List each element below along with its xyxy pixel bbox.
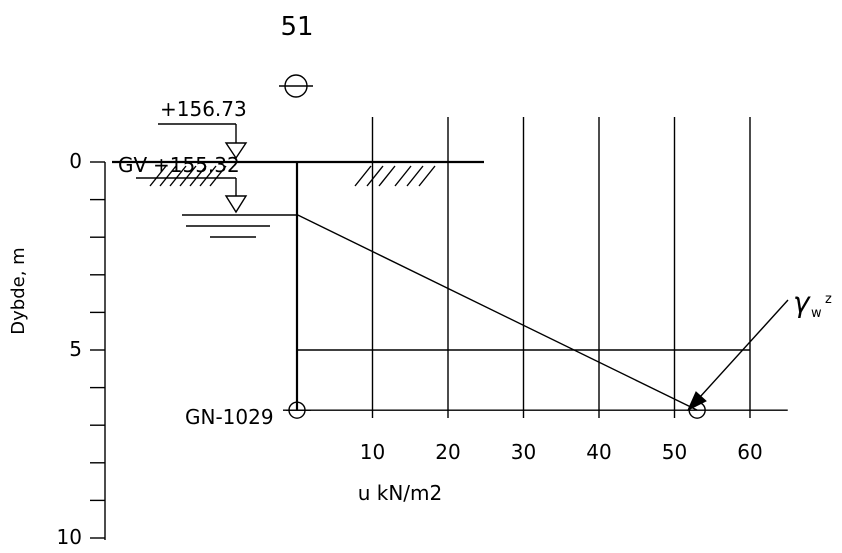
depth-tick-label: 10 — [57, 525, 82, 548]
pore-pressure-line — [296, 214, 698, 411]
depth-tick-label: 0 — [69, 149, 82, 173]
top-elevation-marker — [158, 123, 248, 160]
top-elevation-label: +156.73 — [160, 97, 247, 121]
formula-variable: z — [825, 292, 832, 307]
pressure-tick-labels: 10 20 30 40 50 60 — [360, 440, 763, 464]
x-tick-label: 50 — [662, 440, 687, 464]
borehole-bottom-symbol-icon — [283, 401, 311, 419]
formula-gamma: γ — [793, 286, 811, 319]
pressure-grid — [371, 117, 751, 418]
ground-hatching — [149, 165, 436, 187]
depth-tick-label: 5 — [69, 337, 82, 361]
borehole-number: 51 — [280, 12, 313, 42]
x-tick-label: 60 — [737, 440, 762, 464]
depth-axis-label: Dybde, m — [8, 247, 29, 334]
pressure-axis-label: u kN/m2 — [358, 481, 443, 505]
gv-label: GV — [118, 153, 147, 177]
x-tick-label: 30 — [511, 440, 536, 464]
borehole-symbol-icon — [279, 74, 313, 98]
x-tick-label: 40 — [586, 440, 611, 464]
x-tick-label: 20 — [435, 440, 460, 464]
gv-elevation-value: +155.32 — [153, 153, 240, 177]
borehole-id-label: GN-1029 — [185, 405, 274, 429]
groundwater-level-marker — [136, 177, 297, 238]
depth-axis-ticks: 0 5 10 — [57, 149, 105, 549]
formula-subscript: w — [811, 306, 822, 321]
callout-arrow — [686, 299, 789, 412]
x-tick-label: 10 — [360, 440, 385, 464]
